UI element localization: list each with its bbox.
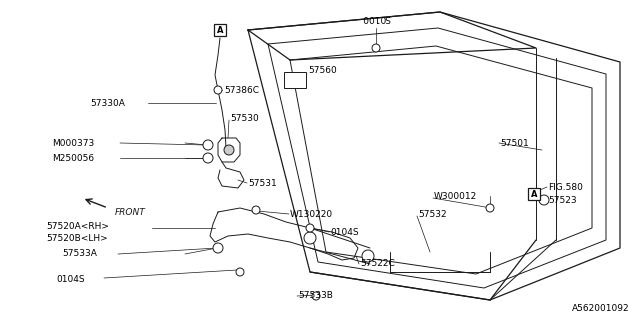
Text: M000373: M000373 <box>52 139 94 148</box>
Text: 57531: 57531 <box>248 179 276 188</box>
Text: A562001092: A562001092 <box>572 304 630 313</box>
Circle shape <box>306 224 314 232</box>
Text: 57533A: 57533A <box>62 250 97 259</box>
Text: 57520A<RH>: 57520A<RH> <box>46 221 109 230</box>
Text: 57330A: 57330A <box>90 99 125 108</box>
Circle shape <box>214 86 222 94</box>
Text: W300012: W300012 <box>434 191 477 201</box>
Circle shape <box>362 250 374 262</box>
Bar <box>284 72 306 88</box>
Bar <box>214 24 226 36</box>
Circle shape <box>203 140 213 150</box>
Circle shape <box>236 268 244 276</box>
Text: A: A <box>217 26 223 35</box>
Text: 57533B: 57533B <box>298 292 333 300</box>
Text: A: A <box>531 189 537 198</box>
Text: 57523: 57523 <box>548 196 577 204</box>
Text: 57386C: 57386C <box>224 85 259 94</box>
Text: S0100: S0100 <box>362 12 390 21</box>
Circle shape <box>372 44 380 52</box>
Text: 57501: 57501 <box>500 139 529 148</box>
Text: FIG.580: FIG.580 <box>548 182 583 191</box>
Text: W130220: W130220 <box>290 210 333 219</box>
Text: 0104S: 0104S <box>330 228 358 236</box>
Circle shape <box>312 292 320 300</box>
Text: 57520B<LH>: 57520B<LH> <box>46 234 108 243</box>
Circle shape <box>252 206 260 214</box>
Text: 0104S: 0104S <box>56 276 84 284</box>
Bar <box>528 188 540 200</box>
Text: 57532: 57532 <box>418 210 447 219</box>
Circle shape <box>539 195 549 205</box>
Circle shape <box>486 204 494 212</box>
Text: 57522C: 57522C <box>360 260 395 268</box>
Text: 57530: 57530 <box>230 114 259 123</box>
Text: FRONT: FRONT <box>115 207 146 217</box>
Circle shape <box>213 243 223 253</box>
Text: 57560: 57560 <box>308 66 337 75</box>
Circle shape <box>203 153 213 163</box>
Circle shape <box>304 232 316 244</box>
Circle shape <box>224 145 234 155</box>
Text: M250056: M250056 <box>52 154 94 163</box>
